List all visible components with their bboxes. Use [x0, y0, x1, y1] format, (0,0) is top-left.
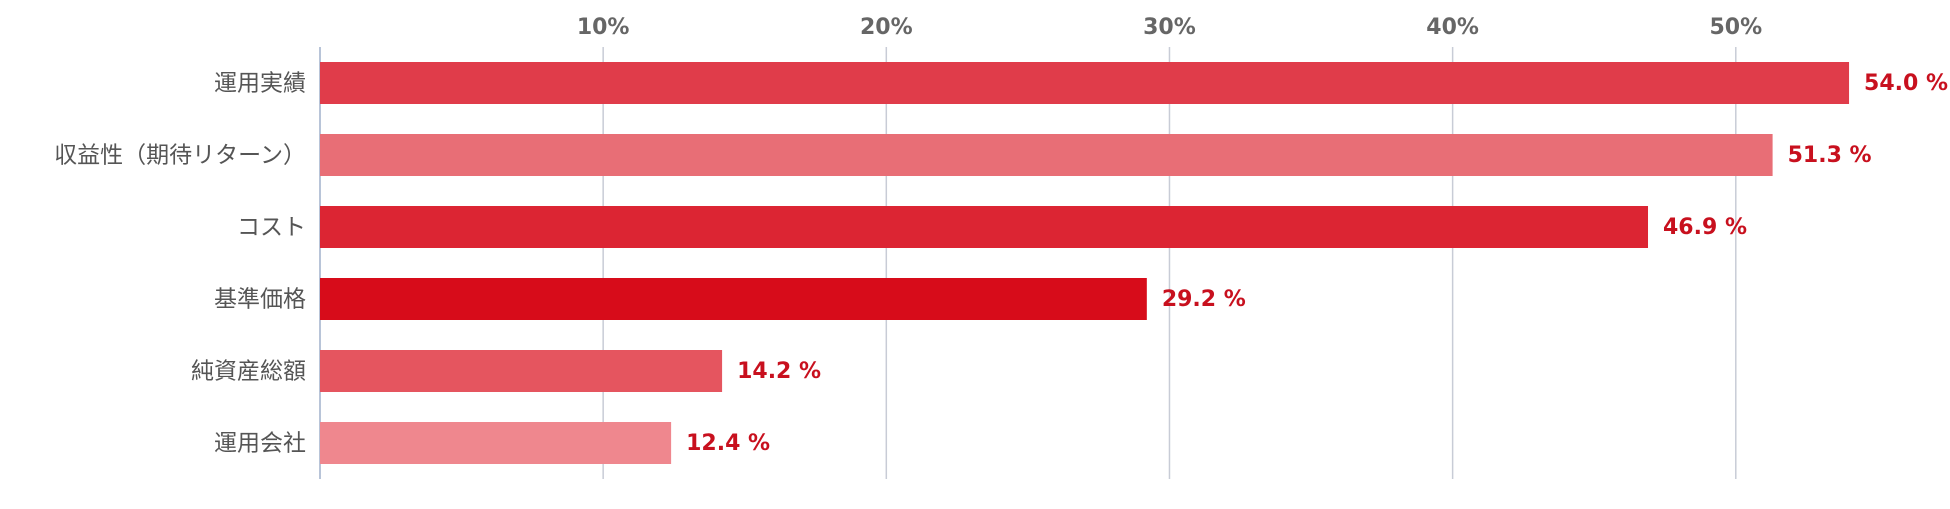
bar	[320, 134, 1773, 176]
x-tick-label: 40%	[1426, 15, 1479, 40]
bar	[320, 62, 1850, 104]
bar	[320, 350, 723, 392]
value-label: 29.2 %	[1162, 287, 1246, 312]
x-tick-label: 20%	[860, 15, 913, 40]
value-label: 46.9 %	[1663, 215, 1747, 240]
x-tick-label: 50%	[1709, 15, 1762, 40]
y-tick-label: 収益性（期待リターン）	[54, 143, 306, 169]
x-tick-label: 30%	[1143, 15, 1196, 40]
bar	[320, 422, 672, 464]
value-label: 12.4 %	[686, 431, 770, 456]
bar	[320, 206, 1649, 248]
y-tick-label: 純資産総額	[191, 359, 306, 385]
bar	[320, 278, 1147, 320]
x-tick-label: 10%	[577, 15, 630, 40]
value-label: 51.3 %	[1788, 143, 1872, 168]
y-tick-label: 運用実績	[214, 71, 306, 97]
value-label: 54.0 %	[1864, 71, 1948, 96]
y-tick-label: 運用会社	[214, 431, 306, 457]
y-tick-label: 基準価格	[214, 287, 306, 313]
y-tick-label: コスト	[237, 215, 306, 241]
value-label: 14.2 %	[737, 359, 821, 384]
